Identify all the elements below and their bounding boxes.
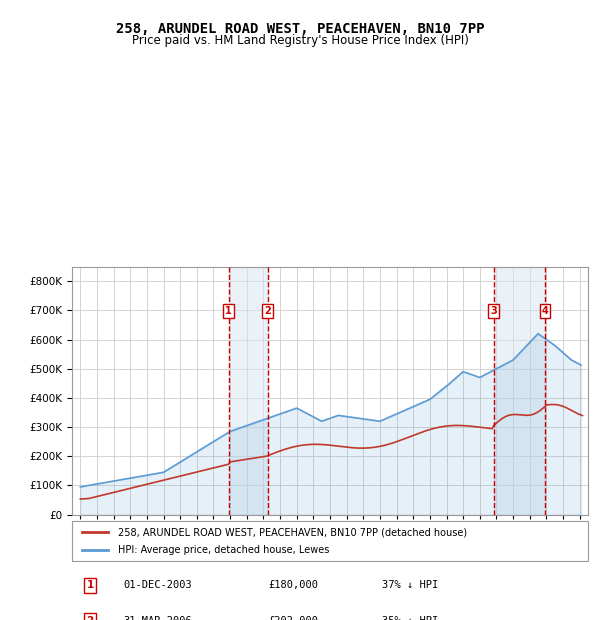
Text: 2: 2 <box>264 306 271 316</box>
Text: 37% ↓ HPI: 37% ↓ HPI <box>382 580 438 590</box>
Text: 35% ↓ HPI: 35% ↓ HPI <box>382 616 438 620</box>
Text: 4: 4 <box>542 306 548 316</box>
Text: £180,000: £180,000 <box>268 580 318 590</box>
Bar <box>494 267 545 515</box>
Text: 258, ARUNDEL ROAD WEST, PEACEHAVEN, BN10 7PP (detached house): 258, ARUNDEL ROAD WEST, PEACEHAVEN, BN10… <box>118 527 467 537</box>
Text: 2: 2 <box>86 616 94 620</box>
Text: 1: 1 <box>226 306 232 316</box>
Text: 31-MAR-2006: 31-MAR-2006 <box>124 616 193 620</box>
Text: 258, ARUNDEL ROAD WEST, PEACEHAVEN, BN10 7PP: 258, ARUNDEL ROAD WEST, PEACEHAVEN, BN10… <box>116 22 484 36</box>
Text: 1: 1 <box>86 580 94 590</box>
FancyBboxPatch shape <box>72 521 588 561</box>
Text: 3: 3 <box>490 306 497 316</box>
Text: HPI: Average price, detached house, Lewes: HPI: Average price, detached house, Lewe… <box>118 545 330 555</box>
Bar <box>229 267 268 515</box>
Text: £202,000: £202,000 <box>268 616 318 620</box>
Text: Price paid vs. HM Land Registry's House Price Index (HPI): Price paid vs. HM Land Registry's House … <box>131 34 469 47</box>
Text: 01-DEC-2003: 01-DEC-2003 <box>124 580 193 590</box>
